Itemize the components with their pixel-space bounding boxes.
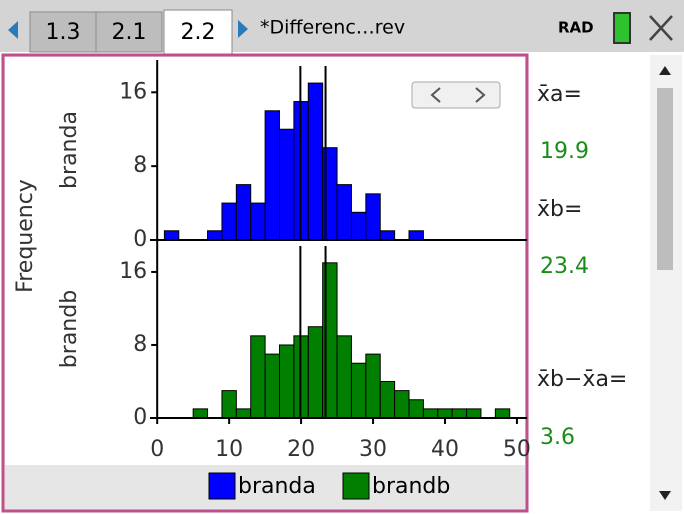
bar: [379, 230, 396, 241]
legend-label: branda: [238, 474, 316, 499]
tab[interactable]: [95, 11, 163, 53]
scroll-buttons[interactable]: [411, 81, 501, 109]
bar: [250, 335, 266, 419]
document-title: *Differenc…rev: [260, 17, 405, 39]
stats-panel: [530, 55, 646, 511]
bar: [279, 344, 295, 419]
bar: [207, 230, 223, 241]
bar: [264, 110, 281, 241]
close-button[interactable]: [649, 15, 673, 41]
series-axis-label: brandb: [57, 290, 82, 368]
tab-label: 2.1: [112, 20, 147, 45]
legend-swatch: [208, 472, 236, 500]
bar: [350, 362, 367, 419]
y-tick-label: 0: [133, 405, 147, 430]
stat-value: 19.9: [540, 139, 589, 164]
x-tick-label: 0: [150, 437, 164, 462]
bar: [394, 390, 410, 419]
scroll-arrows: [430, 87, 486, 103]
y-tick-label: 8: [133, 332, 147, 357]
bar: [379, 380, 396, 419]
y-tick-label: 16: [119, 79, 147, 104]
bar: [451, 408, 468, 419]
battery: [613, 12, 631, 44]
y-tick-label: 0: [133, 227, 147, 252]
tab-label: 2.2: [181, 20, 216, 45]
bar: [437, 408, 453, 419]
bar: [264, 353, 281, 419]
series-axis-label: branda: [57, 111, 82, 189]
tab-label: 1.3: [46, 20, 81, 45]
scroll-up[interactable]: [659, 66, 671, 75]
x-tick-label: 10: [215, 437, 243, 462]
bar: [163, 230, 180, 241]
bar: [365, 193, 381, 241]
tab-left-arrow[interactable]: [8, 21, 18, 39]
bar: [365, 353, 381, 419]
angle-mode: RAD: [558, 19, 594, 37]
x-tick-label: 40: [431, 437, 459, 462]
tab[interactable]: [29, 11, 97, 53]
stat-label: x̄a=: [537, 82, 582, 107]
bar: [408, 230, 424, 241]
y-tick-label: 16: [119, 259, 147, 284]
scrollbar-thumb[interactable]: [657, 88, 673, 270]
stat-value: 3.6: [540, 425, 575, 450]
bar: [466, 408, 482, 419]
bar: [494, 408, 511, 419]
bar: [235, 184, 252, 241]
bar: [422, 408, 439, 419]
bar: [408, 399, 424, 419]
x-tick-label: 30: [359, 437, 387, 462]
bar: [336, 184, 352, 241]
y-axis-title: Frequency: [13, 179, 38, 293]
legend-label: brandb: [372, 474, 450, 499]
bar: [221, 390, 237, 419]
bar: [336, 335, 352, 419]
stat-label: x̄b−x̄a=: [537, 367, 627, 392]
legend-swatch: [342, 472, 370, 500]
bar: [307, 326, 324, 419]
tab-active[interactable]: [163, 9, 233, 55]
bar: [279, 128, 295, 241]
bar: [307, 82, 324, 241]
stat-label: x̄b=: [537, 197, 582, 222]
stat-value: 23.4: [540, 254, 589, 279]
bar: [235, 408, 252, 419]
tab-right-arrow[interactable]: [238, 20, 248, 38]
x-tick-label: 50: [503, 437, 531, 462]
bar: [192, 408, 209, 419]
bar: [221, 202, 237, 241]
scroll-down[interactable]: [659, 491, 671, 500]
y-tick-label: 8: [133, 153, 147, 178]
bar: [350, 211, 367, 241]
bar: [250, 202, 266, 241]
x-tick-label: 20: [287, 437, 315, 462]
